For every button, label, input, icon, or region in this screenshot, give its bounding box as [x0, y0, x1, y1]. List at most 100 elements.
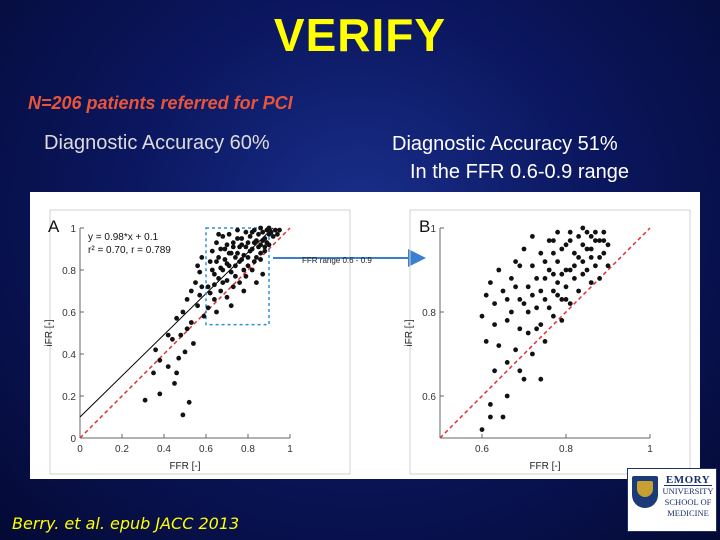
data-point-a	[142, 397, 148, 403]
data-point-a	[216, 255, 222, 260]
data-point-a	[182, 349, 188, 355]
y-tick-label-a: 0	[70, 434, 76, 445]
data-point-a	[239, 236, 245, 241]
logo-line1: EMORY	[665, 474, 711, 486]
data-point-a	[266, 225, 272, 231]
data-point-a	[214, 309, 219, 315]
data-point-b	[534, 305, 539, 311]
data-point-b	[559, 271, 565, 277]
data-point-b	[576, 255, 581, 260]
panel-b-border	[409, 209, 691, 475]
y-tick-label-b: 0.6	[422, 392, 436, 403]
data-point-a	[197, 269, 203, 275]
data-point-b	[521, 301, 527, 306]
data-point-b	[500, 288, 506, 294]
data-point-b	[538, 288, 544, 294]
plot-a: 0 0.2 0.4 0.6 0.8 1 0 0.2 0.4 0.6 0.8 1 FFR [-] iFR […	[44, 224, 293, 472]
data-point-a	[275, 231, 280, 237]
y-tick-label-b: 1	[430, 224, 436, 235]
data-point-a	[239, 257, 245, 262]
annotation-a: r² = 0.70, r = 0.789	[88, 245, 171, 256]
data-point-a	[258, 257, 263, 262]
data-point-b	[593, 263, 598, 269]
data-point-b	[584, 246, 590, 252]
data-point-b	[542, 276, 548, 281]
data-point-a	[258, 225, 263, 231]
y-tick-label-a: 0.8	[62, 266, 76, 277]
data-point-a	[180, 309, 186, 315]
data-point-b	[546, 238, 552, 243]
data-point-a	[224, 278, 230, 283]
data-point-b	[488, 280, 493, 285]
data-point-a	[186, 399, 192, 405]
data-point-b	[551, 313, 556, 319]
data-point-a	[247, 248, 253, 254]
data-point-a	[262, 248, 268, 254]
data-point-a	[218, 288, 224, 294]
data-point-b	[521, 246, 527, 252]
data-point-b	[551, 288, 556, 294]
data-point-a	[176, 355, 182, 361]
data-point-a	[224, 294, 230, 300]
data-point-b	[601, 250, 607, 256]
data-point-b	[567, 301, 573, 306]
y-tick-label-a: 0.6	[62, 308, 76, 319]
data-point-b	[513, 347, 518, 353]
data-point-a	[226, 231, 232, 237]
data-point-b	[504, 318, 510, 323]
x-tick-label-a: 0.6	[199, 444, 213, 455]
data-point-b	[546, 305, 552, 311]
figure-svg: A 0 0.2 0.4 0.6 0.8 1 0 0.2 0.4 0.6 0.8 1 FFR [-] iFR…	[44, 209, 691, 475]
data-point-b	[559, 297, 565, 302]
data-point-a	[247, 234, 253, 239]
data-point-b	[530, 292, 535, 298]
x-tick-label-b: 1	[647, 444, 653, 455]
data-point-a	[165, 332, 171, 338]
data-point-b	[551, 271, 556, 277]
data-point-a	[157, 391, 163, 397]
data-point-b	[597, 276, 602, 281]
data-point-b	[588, 234, 594, 239]
data-point-b	[509, 276, 514, 281]
data-point-a	[191, 341, 196, 346]
data-point-b	[580, 259, 586, 264]
data-point-b	[525, 309, 531, 315]
data-point-b	[538, 376, 544, 382]
data-point-b	[517, 326, 523, 332]
logo-divider	[664, 485, 712, 486]
plot-b: 0.6 0.8 1 0.6 0.8 1 FFR [-] iFR [-]	[404, 224, 653, 472]
data-point-a	[277, 227, 282, 233]
data-point-a	[222, 257, 228, 262]
data-point-b	[572, 250, 577, 256]
data-point-a	[230, 244, 236, 250]
data-point-a	[237, 280, 243, 285]
data-point-b	[504, 393, 510, 399]
data-point-b	[525, 284, 531, 290]
data-point-a	[226, 250, 232, 256]
data-point-a	[254, 255, 259, 260]
data-point-b	[588, 246, 594, 252]
data-point-a	[268, 229, 274, 235]
data-point-b	[513, 259, 518, 264]
data-point-b	[597, 255, 602, 260]
data-point-a	[207, 290, 213, 296]
data-point-a	[205, 305, 211, 311]
shield-icon	[632, 476, 658, 508]
panel-b-label: B	[419, 217, 430, 236]
data-point-a	[222, 246, 228, 252]
data-point-a	[260, 238, 266, 243]
data-point-a	[193, 280, 198, 285]
data-point-b	[517, 297, 523, 302]
figure-panel: A 0 0.2 0.4 0.6 0.8 1 0 0.2 0.4 0.6 0.8 1 FFR [-] iFR…	[30, 192, 700, 479]
data-point-a	[230, 240, 236, 246]
data-point-a	[220, 280, 226, 285]
data-point-b	[492, 322, 497, 327]
data-point-b	[530, 351, 535, 357]
data-point-b	[601, 238, 607, 243]
data-point-a	[241, 288, 247, 294]
x-tick-label-b: 0.6	[475, 444, 489, 455]
data-point-a	[195, 303, 201, 309]
data-point-a	[212, 297, 217, 302]
x-tick-label-b: 0.8	[559, 444, 573, 455]
data-point-b	[483, 339, 489, 344]
